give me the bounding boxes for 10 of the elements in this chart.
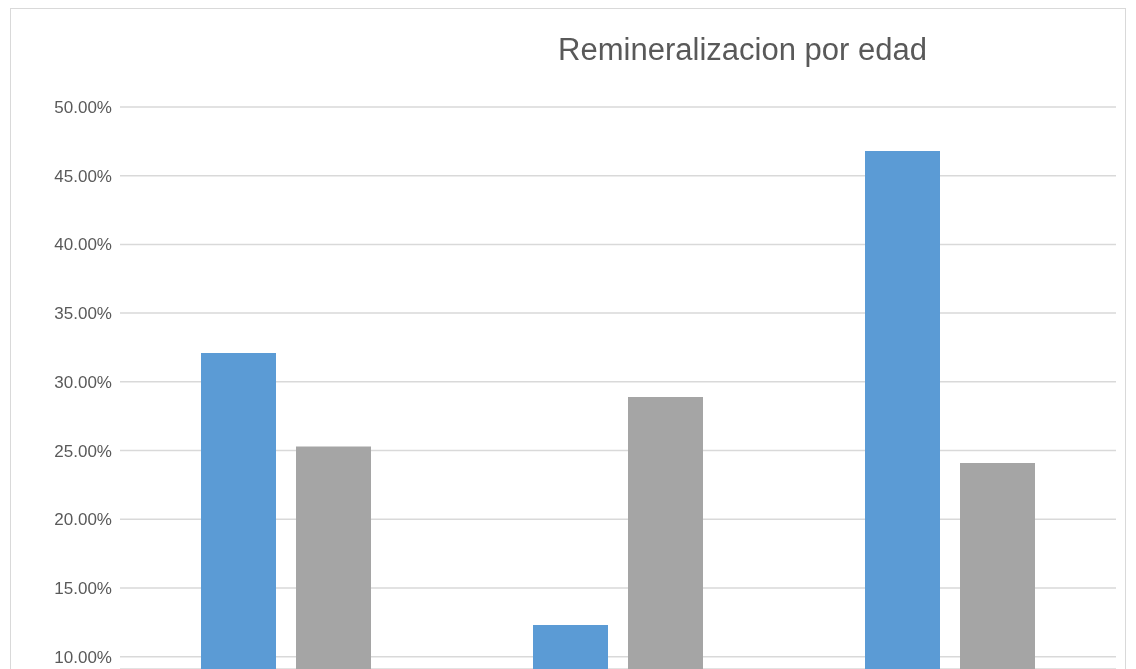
- y-tick-label: 25.00%: [54, 441, 112, 461]
- y-tick-label: 40.00%: [54, 235, 112, 255]
- y-tick-label: 50.00%: [54, 98, 112, 118]
- y-tick-label: 45.00%: [54, 166, 112, 186]
- y-tick-label: 10.00%: [54, 647, 112, 667]
- y-tick-label: 30.00%: [54, 372, 112, 392]
- y-tick-label: 35.00%: [54, 304, 112, 324]
- y-tick-label: 15.00%: [54, 578, 112, 598]
- y-tick-label: 20.00%: [54, 510, 112, 530]
- chart-title: Remineralizacion por edad: [557, 32, 928, 68]
